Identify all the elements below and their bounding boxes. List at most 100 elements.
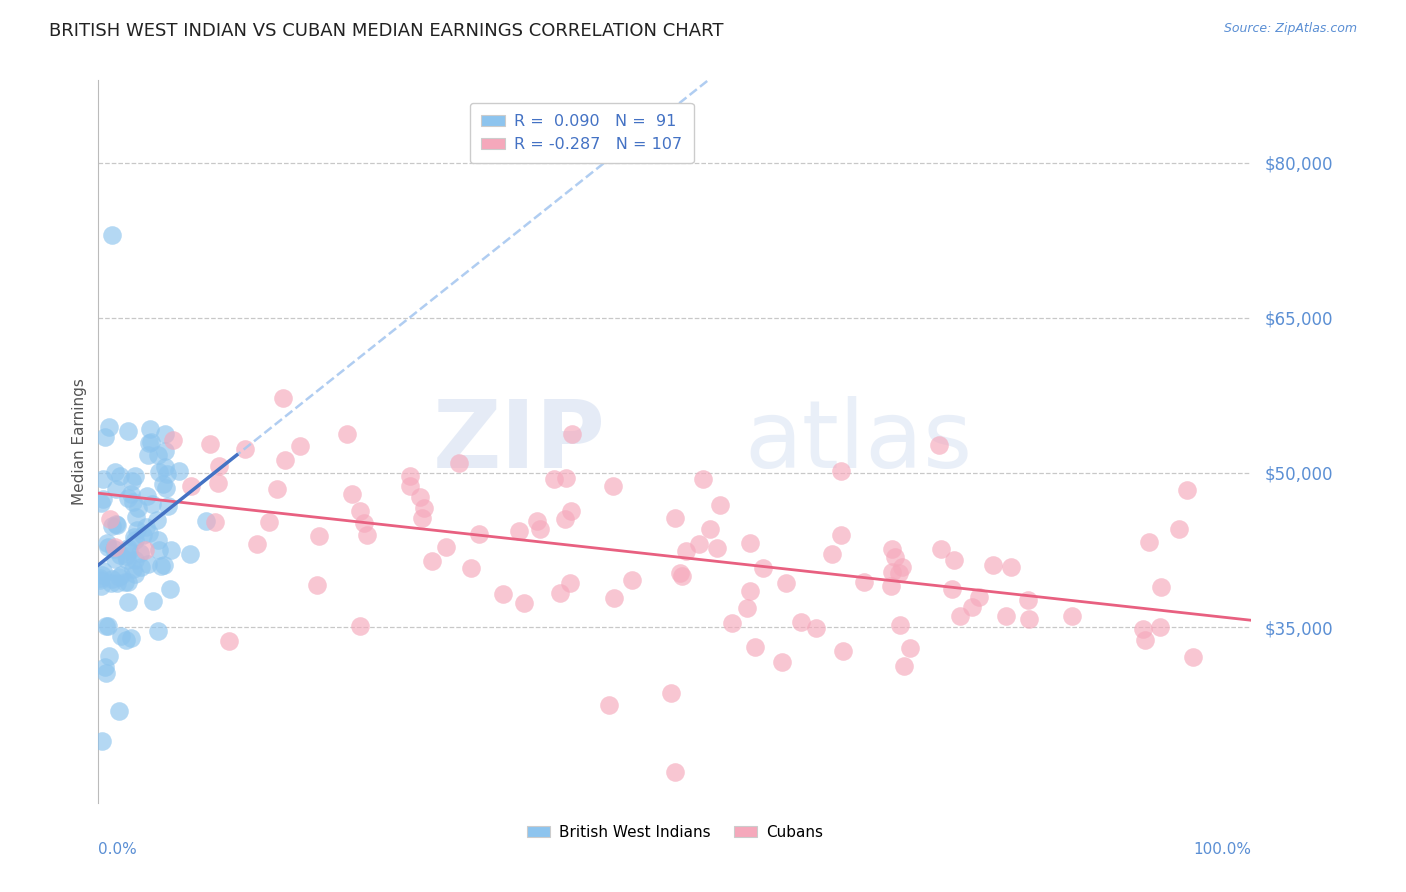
Point (821, 547, 844, 561)
Point (770, 656, 793, 670)
Point (155, 481, 177, 495)
Point (1132, 622, 1154, 636)
Point (138, 436, 160, 450)
Point (179, 547, 201, 561)
Point (180, 479, 202, 493)
Point (274, 453, 297, 467)
Point (943, 553, 966, 567)
Point (853, 574, 876, 589)
Point (150, 558, 173, 573)
Point (89, 573, 111, 587)
Point (153, 558, 176, 572)
Point (108, 469, 131, 483)
Point (880, 541, 903, 556)
Point (603, 591, 626, 606)
Point (159, 582, 181, 596)
Point (266, 482, 288, 496)
Point (117, 541, 139, 556)
Point (117, 424, 139, 438)
Point (880, 578, 903, 592)
Point (447, 456, 470, 470)
Point (124, 567, 146, 582)
Point (91, 472, 114, 486)
Point (413, 501, 436, 516)
Point (125, 523, 148, 537)
Point (889, 618, 911, 632)
Point (93, 492, 115, 507)
Point (124, 533, 146, 548)
Point (699, 522, 721, 536)
Point (104, 551, 127, 566)
Point (108, 570, 131, 584)
Point (127, 501, 149, 516)
Point (668, 566, 690, 581)
Point (891, 560, 914, 574)
Point (830, 464, 852, 478)
Point (692, 472, 714, 486)
Point (408, 490, 430, 504)
Point (105, 518, 128, 533)
Point (135, 519, 157, 533)
Point (967, 590, 990, 604)
Point (122, 495, 145, 509)
Point (115, 633, 138, 648)
Point (664, 764, 686, 779)
Point (156, 500, 179, 514)
Legend: British West Indians, Cubans: British West Indians, Cubans (520, 819, 830, 846)
Point (136, 448, 159, 462)
Point (104, 465, 127, 479)
Point (90, 496, 112, 510)
Point (548, 586, 571, 600)
Point (233, 442, 256, 457)
Point (336, 427, 359, 442)
Point (927, 438, 949, 452)
Point (195, 514, 218, 528)
Point (271, 391, 294, 405)
Point (207, 475, 229, 490)
Point (114, 549, 136, 564)
Point (138, 526, 160, 541)
Point (152, 477, 174, 491)
Point (831, 643, 853, 657)
Point (1133, 633, 1156, 648)
Point (105, 576, 128, 591)
Point (290, 439, 312, 453)
Point (340, 487, 363, 501)
Point (399, 468, 422, 483)
Point (706, 541, 728, 556)
Point (399, 479, 422, 493)
Point (121, 562, 143, 576)
Point (1149, 620, 1171, 634)
Point (1000, 560, 1022, 574)
Point (246, 537, 269, 551)
Point (558, 576, 581, 591)
Point (146, 624, 169, 639)
Point (153, 459, 176, 474)
Point (981, 558, 1004, 573)
Point (105, 483, 128, 497)
Point (114, 575, 136, 590)
Point (136, 558, 159, 572)
Point (132, 528, 155, 542)
Point (555, 471, 578, 485)
Point (949, 608, 972, 623)
Point (1175, 483, 1198, 497)
Point (96, 536, 118, 550)
Point (142, 594, 165, 608)
Y-axis label: Median Earnings: Median Earnings (72, 378, 87, 505)
Point (1062, 609, 1084, 624)
Point (349, 619, 371, 633)
Point (434, 540, 457, 554)
Text: BRITISH WEST INDIAN VS CUBAN MEDIAN EARNINGS CORRELATION CHART: BRITISH WEST INDIAN VS CUBAN MEDIAN EARN… (49, 22, 724, 40)
Point (108, 549, 131, 563)
Point (675, 544, 697, 558)
Point (1167, 522, 1189, 536)
Point (117, 491, 139, 506)
Point (804, 621, 827, 635)
Point (204, 515, 226, 529)
Point (98, 649, 121, 664)
Point (735, 600, 758, 615)
Point (621, 573, 644, 587)
Point (103, 541, 125, 556)
Point (356, 528, 378, 542)
